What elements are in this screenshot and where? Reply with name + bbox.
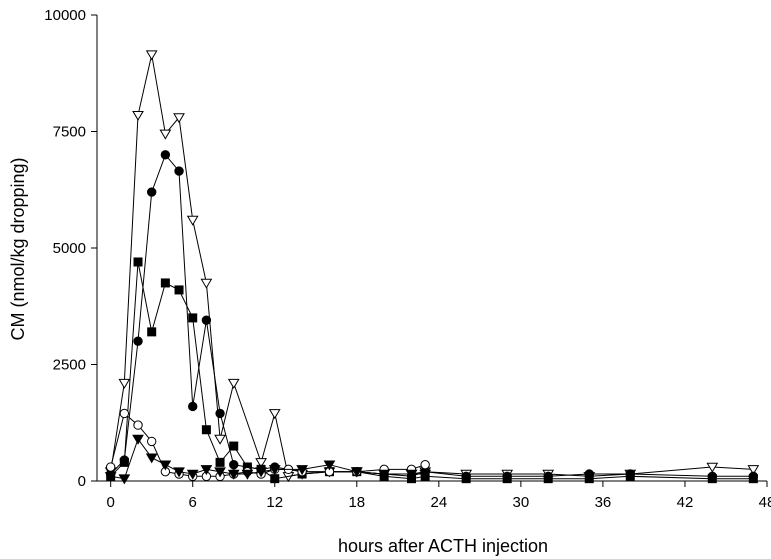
data-point xyxy=(241,469,254,480)
data-point xyxy=(174,285,184,295)
y-tick-label: 10000 xyxy=(44,7,86,24)
data-point xyxy=(118,474,131,485)
data-point xyxy=(119,457,129,467)
series-5 xyxy=(104,434,432,485)
y-tick-label: 2500 xyxy=(53,357,86,374)
data-point xyxy=(133,336,143,346)
data-point xyxy=(188,401,198,412)
data-point xyxy=(405,469,418,480)
data-point xyxy=(747,465,760,476)
data-point xyxy=(173,113,185,124)
data-point xyxy=(215,457,225,467)
x-tick-label: 6 xyxy=(189,494,197,511)
data-point xyxy=(105,462,116,472)
x-tick-label: 18 xyxy=(348,494,365,511)
data-point xyxy=(146,436,157,447)
data-point xyxy=(147,327,157,337)
series-layer xyxy=(104,50,760,485)
y-axis-title: CM (nmol/kg dropping) xyxy=(8,157,28,340)
series-line xyxy=(110,412,426,477)
data-point xyxy=(350,467,363,478)
data-point xyxy=(296,465,308,476)
data-point xyxy=(146,187,157,197)
axes: 0 2500 5000 7500 10000 0 6 12 18 24 30 36 42 48 xyxy=(44,7,771,511)
data-point xyxy=(200,278,213,289)
data-point xyxy=(323,460,336,471)
data-point xyxy=(502,474,512,484)
data-point xyxy=(133,257,143,267)
x-tick-label: 0 xyxy=(107,494,115,511)
data-point xyxy=(227,469,240,480)
data-point xyxy=(133,420,143,430)
x-tick-label: 36 xyxy=(595,494,612,511)
y-tick-label: 7500 xyxy=(53,124,86,141)
data-point xyxy=(227,378,240,389)
x-tick-label: 24 xyxy=(430,494,447,511)
data-point xyxy=(159,129,172,140)
x-tick-label: 12 xyxy=(266,494,283,511)
data-point xyxy=(145,453,158,464)
data-point xyxy=(201,315,212,325)
data-point xyxy=(160,150,171,160)
data-point xyxy=(378,469,391,480)
data-point xyxy=(748,474,758,484)
data-point xyxy=(173,467,185,478)
data-point xyxy=(706,462,719,473)
data-point xyxy=(268,409,281,420)
data-point xyxy=(200,465,213,476)
data-point xyxy=(186,215,199,226)
data-point xyxy=(229,459,239,470)
series-3 xyxy=(106,257,758,484)
data-point xyxy=(160,278,170,288)
data-point xyxy=(543,474,553,484)
data-point xyxy=(174,166,184,176)
data-point xyxy=(186,469,199,480)
data-point xyxy=(118,378,131,389)
data-point xyxy=(625,471,635,481)
series-line xyxy=(110,54,754,477)
data-point xyxy=(201,425,211,435)
y-tick-label: 5000 xyxy=(53,240,86,257)
data-point xyxy=(132,434,144,445)
series-line xyxy=(110,438,426,480)
series-1 xyxy=(104,50,760,483)
data-point xyxy=(229,441,239,451)
data-point xyxy=(188,313,198,323)
data-point xyxy=(215,408,225,419)
data-point xyxy=(214,434,226,445)
data-point xyxy=(132,110,144,121)
data-point xyxy=(420,459,430,470)
data-point xyxy=(270,474,280,484)
data-point xyxy=(707,474,717,484)
data-point xyxy=(419,469,432,480)
data-point xyxy=(104,472,117,483)
data-point xyxy=(159,460,172,471)
data-point xyxy=(214,467,226,478)
data-point xyxy=(119,408,130,419)
data-point xyxy=(268,465,281,476)
data-point xyxy=(145,50,158,61)
data-point xyxy=(461,474,471,484)
x-tick-label: 48 xyxy=(759,494,771,511)
x-axis-title: hours after ACTH injection xyxy=(338,536,548,556)
data-point xyxy=(255,458,267,469)
data-point xyxy=(255,467,267,478)
y-tick-label: 0 xyxy=(78,473,86,490)
data-point xyxy=(584,474,594,484)
x-tick-label: 30 xyxy=(513,494,530,511)
x-tick-label: 42 xyxy=(677,494,694,511)
